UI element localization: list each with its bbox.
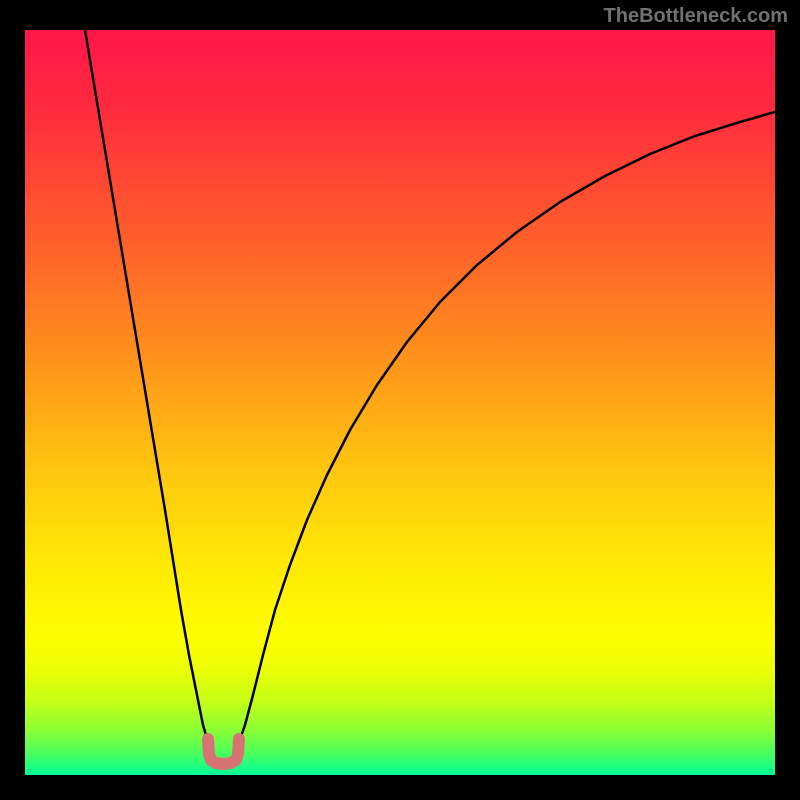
marker-u-shape [208,739,239,764]
curve-overlay [25,30,775,775]
curve-right-branch [239,112,775,742]
chart-container: TheBottleneck.com [0,0,800,800]
plot-area [25,30,775,775]
curve-left-branch [85,30,208,742]
watermark-text: TheBottleneck.com [604,5,788,28]
